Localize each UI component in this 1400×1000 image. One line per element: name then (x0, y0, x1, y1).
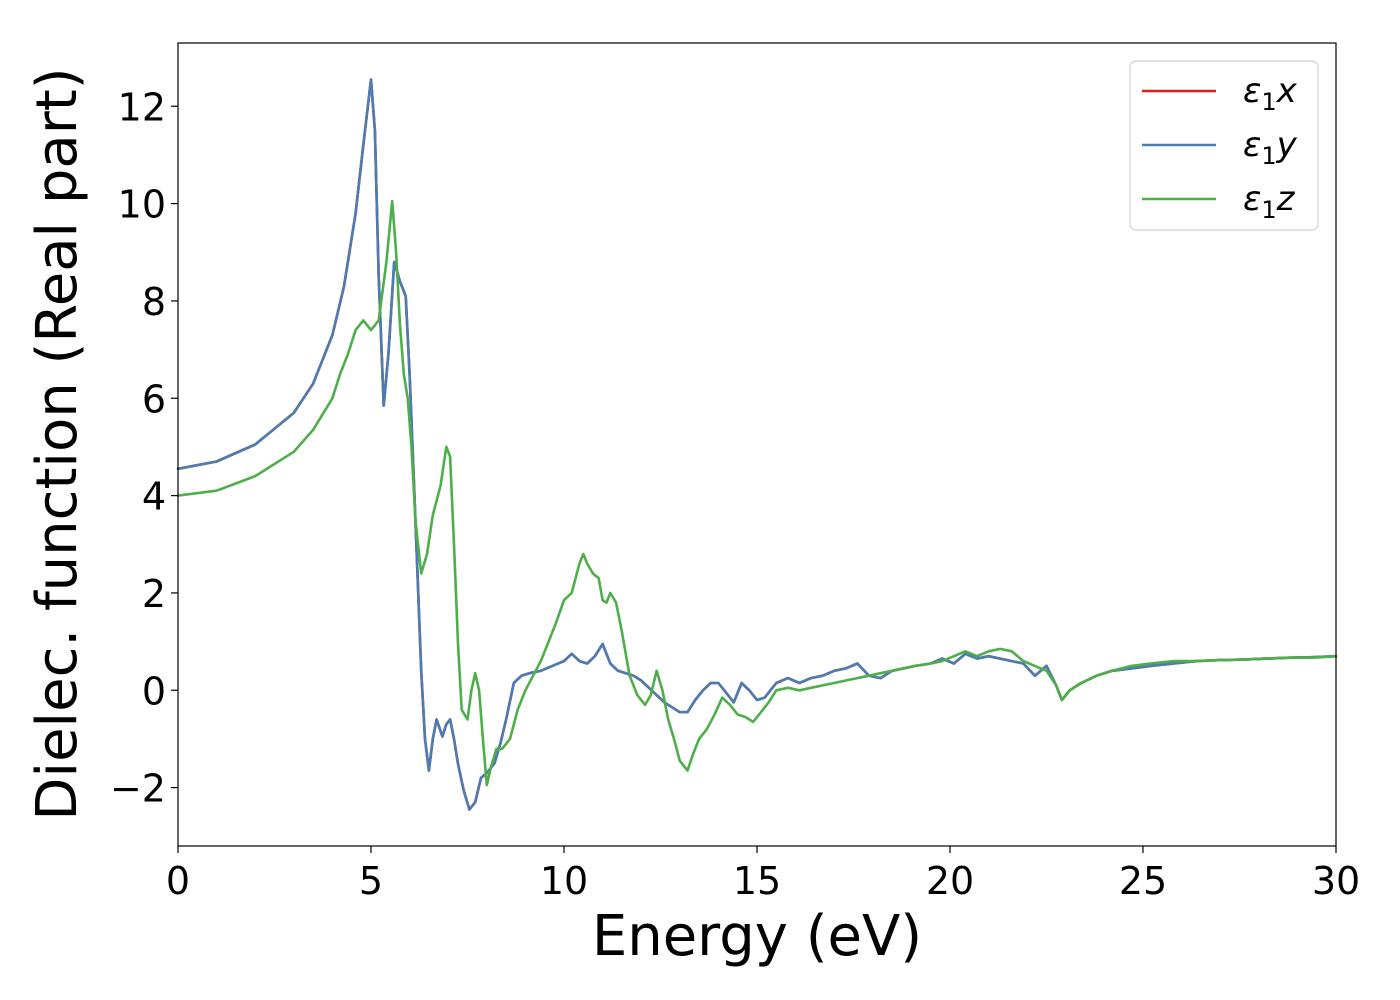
y-tick-label: 12 (118, 85, 166, 129)
legend-label-x: ε1x (1243, 71, 1298, 116)
series-layer (176, 78, 1338, 811)
legend-label-y: ε1y (1243, 125, 1298, 170)
y-tick-label: 0 (142, 669, 166, 713)
y-tick-label: −2 (110, 767, 166, 811)
y-tick-label: 4 (142, 475, 166, 519)
x-tick-label: 20 (926, 859, 974, 903)
x-tick-label: 10 (540, 859, 588, 903)
y-axis-ticks: −2 0 2 4 6 8 10 12 (110, 85, 178, 811)
x-tick-label: 15 (733, 859, 781, 903)
y-tick-label: 2 (142, 572, 166, 616)
legend-box (1129, 60, 1319, 231)
x-axis-ticks: 0 5 10 15 20 25 30 (166, 846, 1360, 903)
series-line-z (176, 199, 1338, 787)
x-tick-label: 0 (166, 859, 190, 903)
y-tick-label: 6 (142, 377, 166, 421)
x-tick-label: 5 (359, 859, 383, 903)
x-tick-label: 30 (1312, 859, 1360, 903)
legend: ε1x ε1y ε1z (1129, 60, 1319, 231)
x-axis-label: Energy (eV) (592, 904, 922, 969)
x-tick-label: 25 (1119, 859, 1167, 903)
y-tick-label: 8 (142, 280, 166, 324)
y-axis-label: Dielec. function (Real part) (25, 67, 90, 820)
legend-label-z: ε1z (1243, 179, 1296, 224)
y-tick-label: 10 (118, 183, 166, 227)
